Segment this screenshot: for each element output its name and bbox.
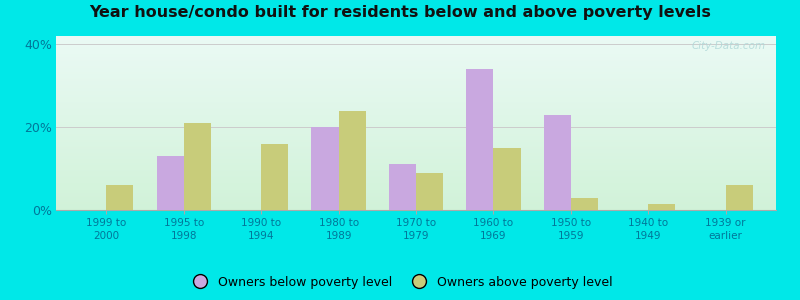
Legend: Owners below poverty level, Owners above poverty level: Owners below poverty level, Owners above… [182, 271, 618, 294]
Bar [494, 148, 521, 210]
Bar [544, 115, 571, 210]
Bar [389, 164, 416, 210]
Bar [571, 198, 598, 210]
Bar [184, 123, 211, 210]
Bar [466, 69, 494, 210]
Bar [648, 204, 675, 210]
Bar [157, 156, 184, 210]
Bar [106, 185, 134, 210]
Bar [261, 144, 288, 210]
Text: Year house/condo built for residents below and above poverty levels: Year house/condo built for residents bel… [89, 4, 711, 20]
Bar [311, 127, 338, 210]
Text: City-Data.com: City-Data.com [691, 41, 766, 51]
Bar [416, 173, 443, 210]
Bar [726, 185, 753, 210]
Bar [338, 111, 366, 210]
